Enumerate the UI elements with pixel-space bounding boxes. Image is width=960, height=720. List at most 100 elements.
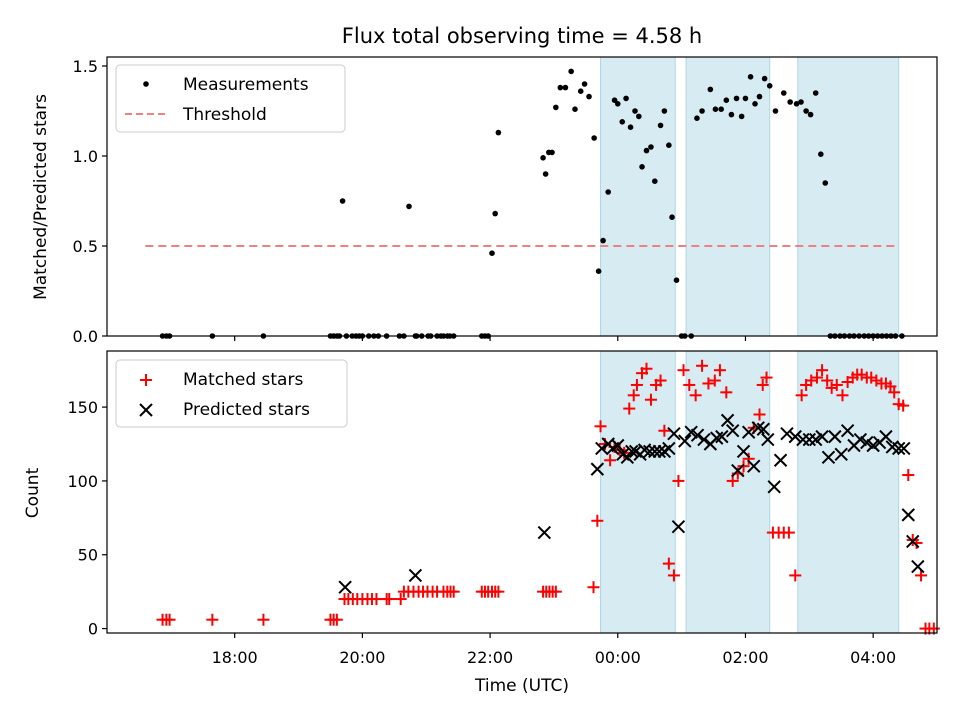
bottom-plot-frame <box>106 350 938 634</box>
measurement-point <box>807 111 814 118</box>
measurement-point <box>669 214 675 220</box>
predicted-star-point <box>780 426 794 441</box>
measurement-point <box>738 113 745 120</box>
matched-star-point <box>587 581 600 594</box>
measurement-point <box>623 95 629 102</box>
measurement-point <box>553 104 559 111</box>
measurement-point <box>728 111 735 118</box>
measurement-point <box>549 149 555 156</box>
predicted-star-point <box>901 508 915 522</box>
measurement-point <box>577 88 584 94</box>
measurement-point <box>766 83 773 89</box>
legend-measurements-label: Measurements <box>183 75 309 95</box>
matched-star-point <box>492 585 505 598</box>
measurement-point <box>723 97 730 103</box>
measurement-point <box>636 113 642 120</box>
matched-star-point <box>713 364 726 377</box>
measurement-point <box>586 93 592 100</box>
top-legend: Measurements Threshold <box>115 64 346 133</box>
predicted-star-point <box>879 429 893 444</box>
matched-star-point <box>662 557 675 570</box>
predicted-star-point <box>710 431 724 445</box>
predicted-star-point <box>747 459 761 473</box>
measurement-point <box>562 84 569 91</box>
matched-star-point <box>720 386 733 399</box>
predicted-star-point <box>648 444 662 459</box>
matched-star-point <box>760 371 773 384</box>
measurement-point <box>822 180 829 186</box>
predicted-star-point <box>662 441 676 456</box>
measurement-point <box>643 147 650 154</box>
bottom-axes: 0 50 100 150 18:00 20:00 22:00 00:00 02:00 04:00 <box>67 398 896 667</box>
matched-star-point <box>855 368 868 381</box>
matched-star-point <box>672 474 685 487</box>
predicted-star-point <box>897 441 911 456</box>
measurement-point <box>339 198 346 204</box>
matched-star-point <box>604 454 617 467</box>
matched-star-point <box>591 514 604 527</box>
measurement-point <box>803 108 809 114</box>
matched-star-point <box>658 424 671 437</box>
measurement-point <box>489 250 495 256</box>
measurement-point <box>605 189 611 195</box>
measurement-point <box>657 122 664 129</box>
y-tick-label: 0 <box>88 620 98 639</box>
legend-predicted-label: Predicted stars <box>183 400 310 420</box>
measurement-point <box>699 108 705 114</box>
matched-star-point <box>702 377 715 390</box>
measurement-point <box>568 68 574 75</box>
measurement-point <box>652 178 658 184</box>
predicted-star-point <box>796 432 810 447</box>
predicted-star-point <box>911 559 925 574</box>
measurement-point <box>492 210 498 217</box>
y-tick-label: 0.0 <box>73 327 98 346</box>
matched-star-point <box>902 469 915 482</box>
matched-star-point <box>830 378 843 391</box>
measurement-point <box>747 74 754 80</box>
top-shaded-regions <box>600 57 900 336</box>
measurement-point <box>793 101 800 107</box>
measurement-point <box>812 90 819 96</box>
matched-star-point <box>330 613 343 626</box>
measurement-point <box>542 171 549 177</box>
matched-star-point <box>206 613 219 626</box>
measurement-point <box>600 237 606 244</box>
measurement-point <box>761 75 768 82</box>
matched-star-point <box>640 362 653 375</box>
matched-star-point <box>627 389 640 402</box>
measurement-point <box>632 108 638 114</box>
matched-star-point <box>870 374 883 387</box>
measurement-point <box>406 203 412 210</box>
measurement-point <box>495 129 502 136</box>
measurement-point <box>595 268 602 275</box>
predicted-star-point <box>891 441 906 456</box>
measurement-point <box>627 124 634 130</box>
measurement-point <box>666 142 672 148</box>
matched-star-point <box>742 452 755 465</box>
matched-star-point <box>683 378 696 391</box>
measurement-point <box>557 84 564 91</box>
y-tick-label: 0.5 <box>73 237 98 256</box>
predicted-star-point <box>821 450 836 465</box>
shaded-region <box>686 351 770 633</box>
matched-star-point <box>915 569 928 582</box>
matched-star-point <box>836 389 849 402</box>
shaded-region <box>797 351 899 633</box>
matched-star-point <box>447 585 460 598</box>
matched-star-point <box>789 569 802 582</box>
measurement-point <box>718 106 724 112</box>
shaded-region <box>600 351 676 633</box>
x-tick-label: 00:00 <box>595 648 641 667</box>
measurement-point <box>818 151 824 157</box>
predicted-star-point <box>725 424 740 438</box>
top-legend-box <box>115 64 346 133</box>
bottom-legend: Matched stars Predicted stars <box>115 359 348 428</box>
matched-star-point <box>756 378 769 391</box>
measurement-point <box>619 119 626 125</box>
measurement-point <box>614 101 621 107</box>
matched-star-point <box>696 359 709 372</box>
legend-predicted-marker <box>139 403 153 417</box>
legend-matched-label: Matched stars <box>183 370 303 390</box>
matched-star-point <box>394 593 407 606</box>
